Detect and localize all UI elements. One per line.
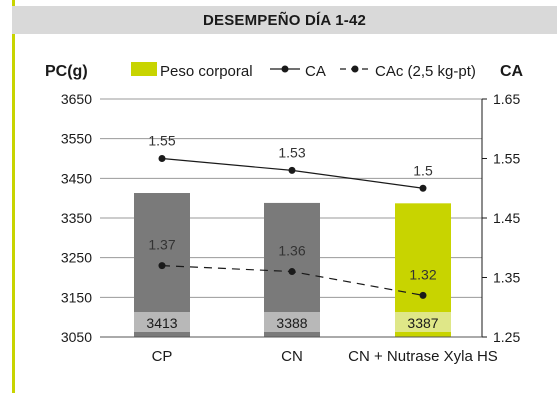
y-tick-label-left: 3250	[61, 250, 92, 266]
legend-cac-label: CAc (2,5 kg-pt)	[375, 63, 476, 80]
y-tick-label-left: 3650	[61, 91, 92, 107]
axes: 3650 3550 3450 3350 3250 3150 3050 1.65 1.55 1.45…	[61, 91, 521, 365]
cac-data-label: 1.36	[278, 243, 305, 259]
x-category-label: CP	[152, 348, 173, 365]
bar-value-label: 3388	[276, 315, 307, 331]
cac-data-label: 1.37	[148, 237, 175, 253]
ca-data-label: 1.5	[413, 162, 433, 178]
ca-marker	[288, 166, 296, 174]
chart-title: DESEMPEÑO DÍA 1-42	[202, 11, 367, 29]
y-tick-label-left: 3350	[61, 210, 92, 226]
y-tick-label-left: 3550	[61, 131, 92, 147]
cac-data-label: 1.32	[409, 266, 436, 282]
y-tick-label-right: 1.25	[493, 329, 520, 345]
legend-ca-label: CA	[305, 63, 326, 80]
cac-marker	[419, 291, 427, 299]
ca-data-label: 1.55	[148, 133, 175, 149]
legend-bar-swatch	[131, 62, 157, 76]
bar-value-label: 3387	[407, 315, 438, 331]
cac-marker	[158, 262, 166, 270]
bar-value-box	[395, 312, 451, 332]
bar-value-box	[134, 312, 190, 332]
ca-marker	[419, 184, 427, 192]
y-tick-label-right: 1.35	[493, 270, 520, 286]
bar-value-box	[264, 312, 320, 332]
cac-marker	[288, 268, 296, 276]
legend-ca-marker	[281, 65, 289, 73]
right-axis-title: CA	[500, 63, 524, 80]
lines: 1.55 1.53 1.5 1.37 1.36 1.32	[148, 133, 437, 299]
chart-frame	[12, 0, 557, 393]
chart-header: DESEMPEÑO DÍA 1-42	[12, 6, 557, 34]
y-tick-label-left: 3150	[61, 289, 92, 305]
legend-bar-label: Peso corporal	[160, 63, 253, 80]
y-tick-label-left: 3450	[61, 170, 92, 186]
ca-marker	[158, 155, 166, 162]
left-axis-title: PC(g)	[45, 63, 88, 80]
bar-value-label: 3413	[146, 315, 177, 331]
ca-data-label: 1.53	[278, 144, 305, 160]
y-tick-label-right: 1.65	[493, 91, 520, 107]
legend-cac-marker	[351, 65, 359, 73]
x-category-label: CN	[281, 348, 303, 365]
bars: 3413 3388 3387	[134, 193, 451, 337]
y-tick-label-right: 1.55	[493, 151, 520, 167]
y-tick-label-right: 1.45	[493, 210, 520, 226]
x-category-label: CN + Nutrase Xyla HS	[348, 348, 498, 365]
y-tick-label-left: 3050	[61, 329, 92, 345]
